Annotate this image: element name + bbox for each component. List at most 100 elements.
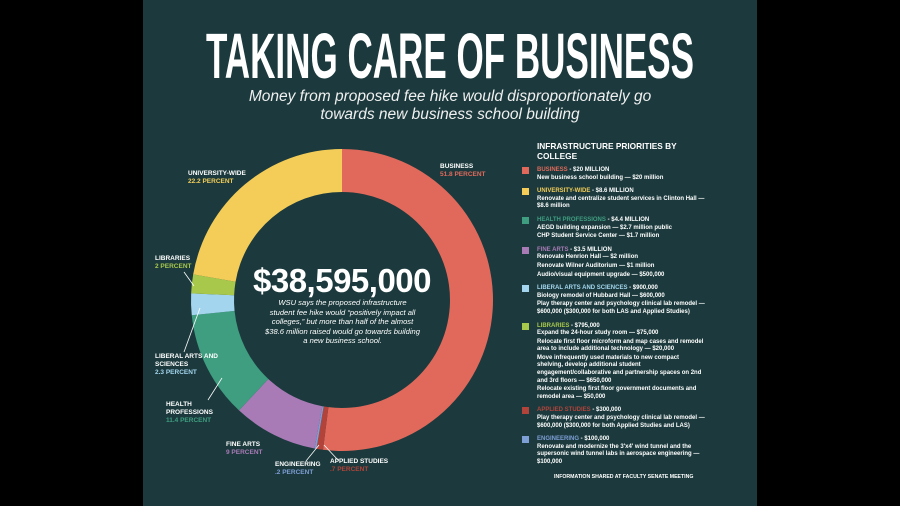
priority-item: ENGINEERING - $100,000 Renovate and moder…: [521, 436, 706, 466]
category-label: LIBERAL ARTS AND SCIENCES: [155, 353, 218, 368]
amount: - $900,000: [627, 285, 658, 292]
priority-head: FINE ARTS - $3.5 MILLION: [537, 247, 706, 255]
detail: CHP Student Service Center — $1.7 millio…: [537, 233, 660, 240]
detail: Biology remodel of Hubbard Hall — $600,0…: [537, 292, 665, 299]
swatch: [522, 246, 529, 254]
value-label: 51.8 PERCENT: [440, 171, 486, 178]
priority-head: LIBERAL ARTS AND SCIENCES - $900,000: [537, 285, 706, 293]
swatch: [522, 322, 529, 330]
priority-item: UNIVERSITY-WIDE - $8.6 MILLION Renovate a…: [521, 188, 706, 211]
category-label: ENGINEERING: [275, 461, 321, 468]
donut-label: HEALTH PROFESSIONS 11.4 PERCENT: [166, 401, 224, 425]
swatch: [522, 436, 529, 444]
value-label: 22.2 PERCENT: [188, 178, 234, 185]
donut: [191, 149, 493, 451]
college-name: UNIVERSITY-WIDE: [537, 188, 591, 195]
value-label: .2 PERCENT: [275, 469, 314, 476]
detail: Play therapy center and psychology clini…: [537, 301, 705, 315]
priority-item: HEALTH PROFESSIONS - $4.4 MILLION AEGD bu…: [521, 216, 706, 241]
amount: - $795,000: [569, 322, 600, 329]
value-label: 9 PERCENT: [226, 449, 263, 456]
category-label: APPLIED STUDIES: [330, 458, 389, 465]
leader-lines: [183, 271, 339, 462]
priority-item: BUSINESS - $20 MILLION New business schoo…: [521, 167, 706, 182]
donut-segment: [322, 149, 493, 451]
donut-label: UNIVERSITY-WIDE 22.2 PERCENT: [188, 170, 268, 186]
donut-label: ENGINEERING .2 PERCENT: [275, 461, 335, 477]
category-label: HEALTH PROFESSIONS: [166, 401, 213, 416]
donut-segment: [316, 406, 329, 450]
donut-label: LIBERAL ARTS AND SCIENCES 2.3 PERCENT: [155, 353, 219, 377]
donut-segment: [314, 406, 324, 449]
donut-segment: [191, 274, 236, 296]
college-name: LIBRARIES: [537, 322, 570, 329]
donut-segment: [191, 310, 269, 411]
college-name: ENGINEERING: [537, 436, 580, 443]
detail: Renovate and modernize the 3'x4' wind tu…: [537, 443, 700, 465]
amount: - $100,000: [579, 436, 610, 443]
title: TAKING CARE OF BUSINESS: [206, 20, 694, 92]
footer: INFORMATION SHARED AT FACULTY SENATE MEE…: [554, 474, 694, 480]
leader-line: [305, 444, 320, 462]
swatch: [522, 188, 529, 196]
category-label: UNIVERSITY-WIDE: [188, 170, 246, 177]
college-name: APPLIED STUDIES: [537, 407, 591, 414]
amount: - $300,000: [590, 407, 622, 414]
priority-head: APPLIED STUDIES - $300,000: [537, 407, 706, 415]
donut-segment: [191, 293, 235, 316]
leader-line: [207, 377, 223, 401]
priority-head: HEALTH PROFESSIONS - $4.4 MILLION: [537, 217, 706, 225]
detail: New business school building — $20 milli…: [537, 174, 664, 181]
priority-head: ENGINEERING - $100,000: [537, 436, 706, 444]
detail: Renovate Henrion Hall — $2 million: [537, 254, 639, 261]
amount: - $3.5 MILLION: [568, 246, 612, 253]
priorities-title: INFRASTRUCTURE PRIORITIES BY COLLEGE: [537, 141, 677, 161]
detail: AEGD building expansion — $2.7 million p…: [537, 224, 673, 231]
priority-item: LIBERAL ARTS AND SCIENCES - $900,000 Biol…: [521, 285, 706, 316]
donut-label: LIBRARIES 2 PERCENT: [155, 255, 215, 271]
priority-head: LIBRARIES - $795,000: [537, 323, 706, 331]
detail: Expand the 24-hour study room — $75,000: [537, 330, 659, 337]
donut-label: FINE ARTS 9 PERCENT: [226, 441, 286, 457]
leader-line: [323, 444, 339, 461]
detail: Renovate and centralize student services…: [537, 195, 705, 210]
value-label: 2.3 PERCENT: [155, 369, 197, 376]
amount: - $4.4 MILLION: [605, 216, 650, 223]
swatch: [522, 216, 529, 224]
swatch: [522, 167, 529, 174]
priority-head: UNIVERSITY-WIDE - $8.6 MILLION: [537, 188, 706, 196]
priority-item: LIBRARIES - $795,000 Expand the 24-hour s…: [521, 322, 706, 402]
detail: Relocate existing first floor government…: [537, 386, 697, 400]
college-name: BUSINESS: [537, 167, 568, 173]
amount: - $20 MILLION: [567, 167, 610, 173]
detail: Renovate Wilner Auditorium — $1 million: [537, 262, 655, 269]
category-label: LIBRARIES: [155, 255, 191, 262]
swatch: [522, 407, 529, 415]
college-name: HEALTH PROFESSIONS: [537, 216, 606, 223]
detail: Play therapy center and psychology clini…: [537, 415, 705, 429]
donut-segment: [238, 378, 323, 449]
leader-line: [183, 307, 201, 353]
swatch: [522, 285, 529, 293]
value-label: 2 PERCENT: [155, 263, 192, 270]
value-label: .7 PERCENT: [330, 466, 369, 473]
amount: - $8.6 MILLION: [590, 188, 634, 195]
priority-head: BUSINESS - $20 MILLION: [537, 167, 706, 175]
leader-line: [183, 271, 195, 287]
subtitle: Money from proposed fee hike would dispr…: [248, 88, 652, 123]
donut-label: BUSINESS 51.8 PERCENT: [440, 163, 520, 179]
detail: Relocate first floor microform and map c…: [537, 338, 704, 353]
value-label: 11.4 PERCENT: [166, 417, 212, 424]
total-amount: $38,595,000: [252, 262, 432, 299]
category-label: BUSINESS: [440, 163, 474, 170]
category-label: FINE ARTS: [226, 441, 261, 448]
college-name: LIBERAL ARTS AND SCIENCES: [537, 285, 628, 292]
priority-item: FINE ARTS - $3.5 MILLION Renovate Henrion…: [521, 246, 706, 279]
donut-segment: [193, 149, 342, 282]
priorities: INFRASTRUCTURE PRIORITIES BY COLLEGE BUS…: [521, 141, 706, 473]
center-text: WSU says the proposed infrastructure stu…: [265, 298, 420, 346]
detail: Move infrequently used materials to new …: [537, 354, 702, 384]
priority-item: APPLIED STUDIES - $300,000 Play therapy c…: [521, 407, 706, 430]
